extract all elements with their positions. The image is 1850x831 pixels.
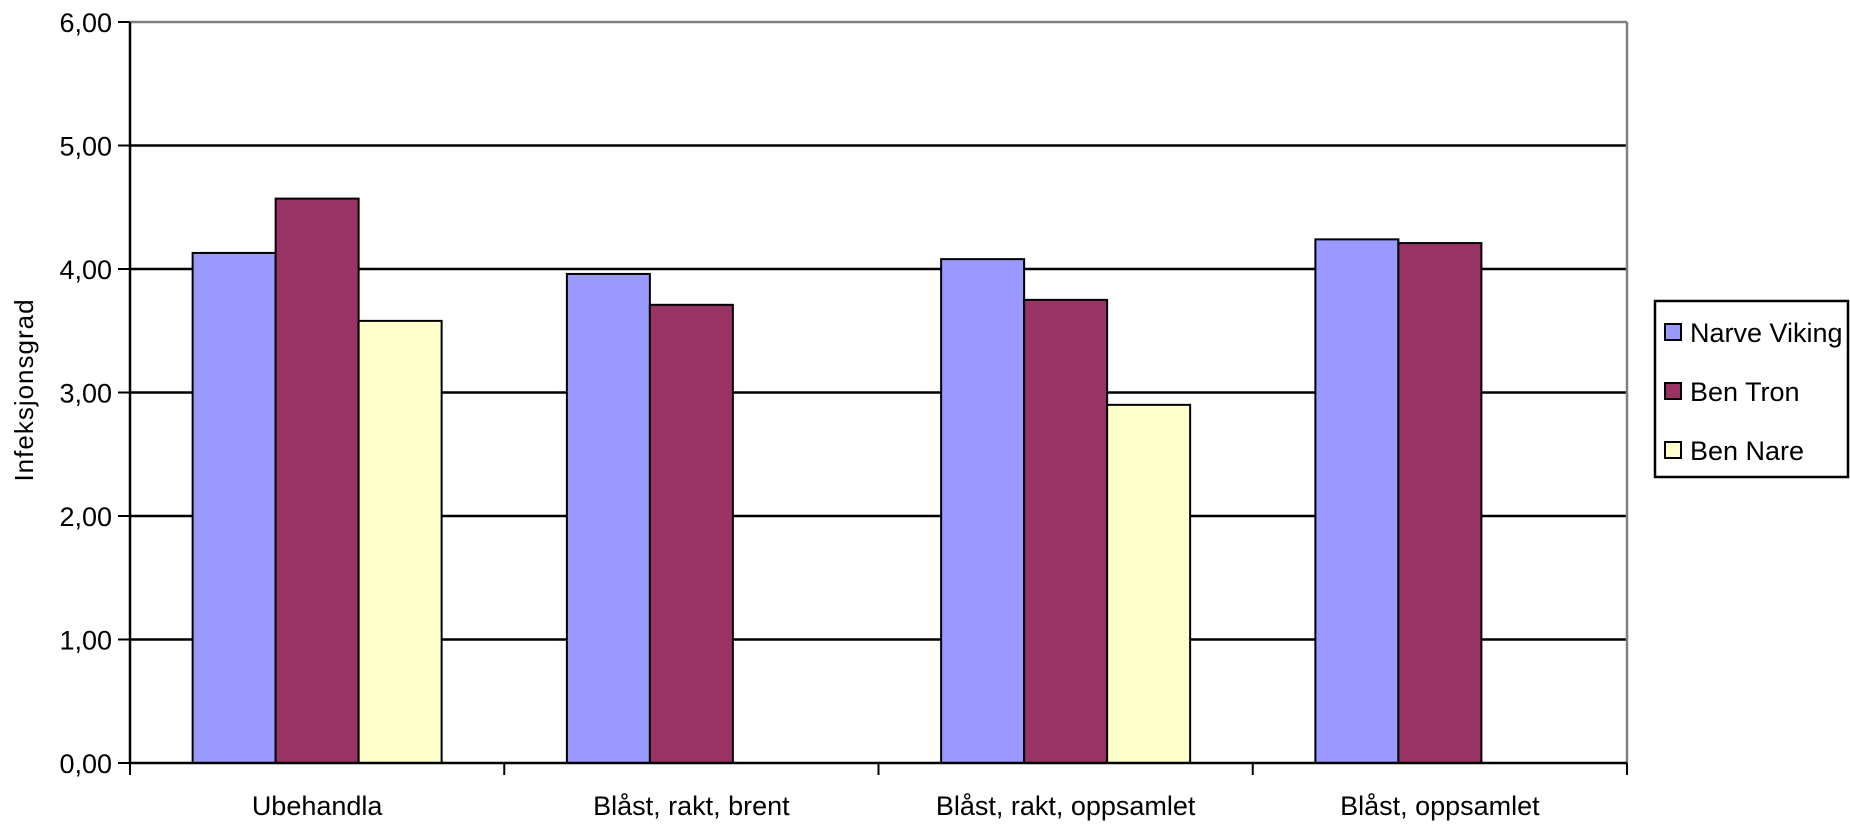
x-category-labels: Ubehandla Blåst, rakt, brent Blåst, rakt, …	[252, 791, 1540, 821]
legend-swatch	[1664, 382, 1682, 400]
bar	[1397, 242, 1483, 764]
x-category-label: Blåst, rakt, brent	[593, 791, 790, 821]
bar	[1106, 403, 1192, 764]
bar	[648, 303, 734, 764]
legend-label: Ben Tron	[1690, 377, 1800, 407]
y-tick-label: 3,00	[59, 379, 112, 409]
bar	[1023, 298, 1109, 764]
bar	[565, 272, 651, 764]
bars	[191, 197, 1483, 765]
x-category-label: Blåst, rakt, oppsamlet	[936, 791, 1196, 821]
bar	[274, 197, 360, 765]
y-tick-label: 1,00	[59, 626, 112, 656]
y-tick-label: 4,00	[59, 255, 112, 285]
bar	[1314, 238, 1400, 765]
y-tick-label: 0,00	[59, 749, 112, 779]
y-tick-label: 2,00	[59, 502, 112, 532]
y-axis-title: Infeksjonsgrad	[9, 298, 39, 481]
bar	[940, 258, 1026, 764]
legend-box	[1653, 299, 1850, 479]
legend-label: Narve Viking	[1690, 318, 1843, 348]
legend-label: Ben Nare	[1690, 436, 1804, 466]
x-category-label: Blåst, oppsamlet	[1340, 791, 1540, 821]
bar	[191, 251, 277, 764]
legend-swatch	[1664, 323, 1682, 341]
x-category-label: Ubehandla	[252, 791, 384, 821]
axes	[118, 20, 1629, 775]
bar	[357, 319, 443, 764]
y-tick-labels: 0,00 1,00 2,00 3,00 4,00 5,00 6,00	[59, 8, 112, 779]
y-tick-label: 6,00	[59, 8, 112, 38]
legend-swatch	[1664, 441, 1682, 459]
legend: Narve Viking Ben Tron Ben Nare	[1653, 299, 1850, 479]
y-tick-label: 5,00	[59, 132, 112, 162]
